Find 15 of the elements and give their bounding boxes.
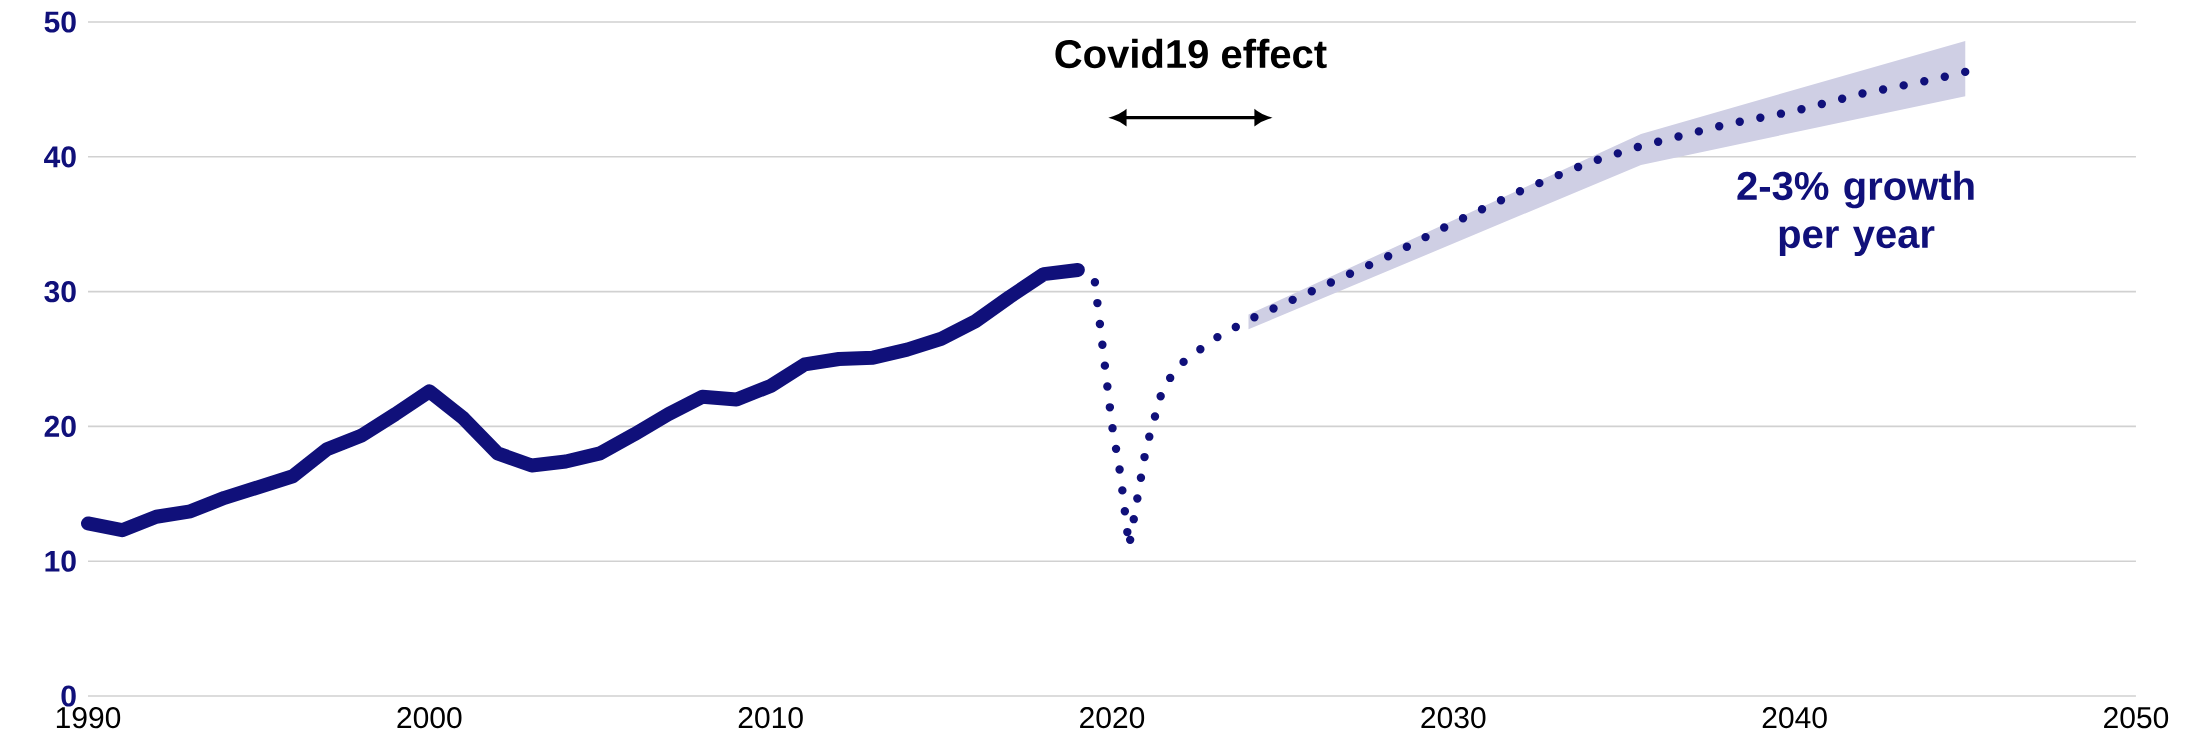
x-tick-label: 2040 <box>1762 707 1827 729</box>
annotation: Covid19 effect <box>1055 38 1327 69</box>
y-tick-label: 0 <box>61 685 76 707</box>
y-tick-label: 30 <box>44 280 76 303</box>
annotation: 2-3% growth per year <box>1737 170 1974 257</box>
y-tick-label: 40 <box>44 146 76 168</box>
x-tick-label: 2010 <box>738 707 803 729</box>
x-tick-label: 2000 <box>397 707 462 729</box>
x-tick-label: 1990 <box>56 707 121 729</box>
y-tick-label: 10 <box>45 550 76 572</box>
y-tick-label: 50 <box>44 11 76 33</box>
x-tick-label: 2050 <box>2104 707 2169 729</box>
x-tick-label: 2030 <box>1421 707 1486 729</box>
y-tick-label: 20 <box>44 415 76 438</box>
x-tick-label: 2020 <box>1080 707 1145 729</box>
